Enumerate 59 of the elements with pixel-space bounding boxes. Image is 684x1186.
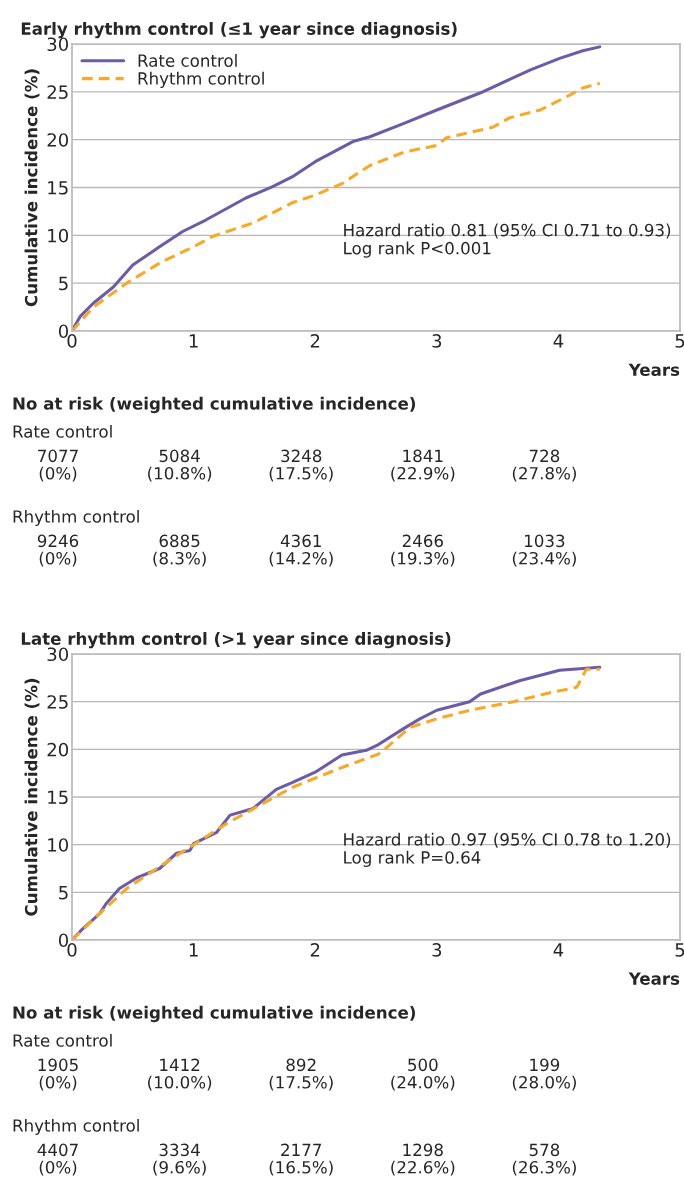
x-tick-label: 3 (432, 943, 442, 957)
text: 1298 (22.6%) (391, 1143, 455, 1176)
text: Rate control (13, 1033, 112, 1047)
text: 2177 (16.5%) (269, 1143, 333, 1176)
x-tick-label: 5 (675, 943, 684, 957)
text: 2466 (19.3%) (391, 534, 455, 567)
legend-label: Rate control (138, 54, 237, 67)
text: 578 (26.3%) (512, 1143, 576, 1176)
y-tick-label: 25 (47, 695, 68, 709)
text: 199 (28.0%) (512, 1058, 576, 1091)
text: 500 (24.0%) (391, 1058, 455, 1091)
x-tick-label: 4 (553, 943, 564, 957)
y-tick-label: 15 (48, 181, 68, 195)
text: 1033 (23.4%) (512, 534, 576, 567)
x-tick-label: 4 (553, 334, 564, 348)
x-tick-label: 2 (310, 334, 320, 348)
annotation: Hazard ratio 0.81 (95% CI 0.71 to 0.93) (344, 223, 671, 239)
x-tick-label: 2 (310, 943, 320, 957)
text: 5084 (10.8%) (148, 449, 212, 482)
annotation: Hazard ratio 0.97 (95% CI 0.78 to 1.20) (344, 832, 671, 848)
y-tick-label: 10 (48, 838, 69, 852)
annotation: Log rank P=0.64 (344, 850, 481, 867)
y-tick-label: 20 (47, 133, 69, 147)
x-axis-title: Years (628, 363, 680, 377)
text: 4407 (0%) (37, 1143, 78, 1176)
text: 4361 (14.2%) (269, 534, 333, 567)
text: 3248 (17.5%) (269, 449, 333, 482)
y-tick-label: 30 (47, 647, 69, 662)
annotation: Log rank P<0.001 (344, 241, 491, 258)
y-tick-label: 5 (59, 276, 68, 291)
y-axis-title: Cumulative incidence (%) (24, 69, 40, 307)
text: 3334 (9.6%) (153, 1143, 206, 1176)
x-tick-label: 1 (189, 334, 198, 348)
y-tick-label: 25 (47, 85, 68, 99)
text: 9246 (0%) (37, 534, 79, 567)
x-axis-title: Years (628, 972, 680, 985)
text: Rhythm control (13, 509, 139, 527)
x-tick-label: 5 (675, 334, 684, 348)
y-tick-label: 5 (59, 886, 68, 900)
text: 1905 (0%) (38, 1058, 78, 1091)
text: Rate control (13, 424, 112, 438)
y-tick-label: 15 (48, 790, 68, 805)
text: No at risk (weighted cumulative incidence) (13, 396, 416, 414)
text: No at risk (weighted cumulative incidence) (13, 1005, 416, 1023)
legend-label: Rhythm control (138, 71, 264, 88)
y-tick-label: 30 (47, 37, 69, 52)
text: 7077 (0%) (38, 449, 78, 482)
x-tick-label: 3 (432, 334, 442, 348)
y-tick-label: 10 (48, 228, 69, 243)
text: Rhythm control (13, 1118, 139, 1136)
text: 6885 (8.3%) (153, 534, 206, 567)
text: 892 (17.5%) (269, 1058, 333, 1091)
text: 1412 (10.0%) (148, 1058, 212, 1091)
text: 1841 (22.9%) (391, 449, 455, 482)
y-axis-title: Cumulative incidence (%) (24, 678, 40, 916)
text: 728 (27.8%) (512, 449, 576, 482)
x-tick-label: 1 (189, 943, 198, 957)
y-tick-label: 20 (47, 742, 69, 757)
chart-title: Early rhythm control (≤1 year since diagnosis) (21, 22, 457, 39)
